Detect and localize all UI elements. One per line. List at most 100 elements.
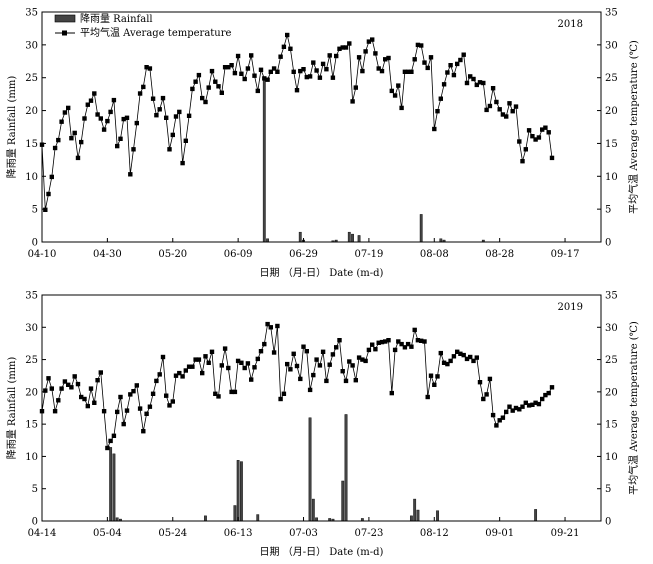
rainfall-bar bbox=[534, 509, 538, 522]
y-tick-label-right: 5 bbox=[605, 484, 611, 495]
temperature-point bbox=[82, 116, 87, 121]
legend-rainfall-swatch bbox=[54, 14, 76, 23]
temperature-point bbox=[307, 387, 313, 393]
temperature-point bbox=[294, 88, 300, 93]
temperature-point bbox=[438, 96, 443, 101]
temperature-point bbox=[95, 378, 100, 383]
temperature-point bbox=[468, 74, 473, 79]
temperature-point bbox=[311, 372, 316, 378]
temperature-point bbox=[141, 84, 146, 90]
temperature-point bbox=[464, 80, 470, 86]
temperature-point bbox=[147, 66, 153, 71]
temperature-point bbox=[164, 393, 169, 398]
temperature-point bbox=[98, 116, 103, 121]
temperature-point bbox=[435, 109, 440, 114]
temperature-point bbox=[441, 360, 447, 365]
temperature-point bbox=[101, 127, 107, 132]
temperature-point bbox=[405, 69, 411, 74]
temperature-line bbox=[41, 323, 553, 450]
temperature-point bbox=[150, 96, 156, 101]
temperature-point bbox=[337, 338, 342, 343]
temperature-point bbox=[229, 389, 234, 395]
y-tick-label-right: 0 bbox=[605, 238, 611, 249]
temperature-point bbox=[43, 207, 48, 212]
plot-frame bbox=[41, 11, 602, 243]
temperature-point bbox=[477, 380, 483, 385]
temperature-point bbox=[56, 398, 61, 403]
temperature-point bbox=[288, 367, 293, 372]
temperature-point bbox=[451, 354, 457, 359]
y-axis-title-left: 降雨量 Rainfall (mm) bbox=[5, 357, 18, 460]
temperature-point bbox=[121, 421, 126, 427]
temperature-point bbox=[177, 370, 182, 376]
temperature-point bbox=[193, 357, 198, 362]
temperature-point bbox=[412, 57, 417, 62]
temperature-point bbox=[343, 378, 349, 384]
temperature-point bbox=[392, 347, 398, 353]
temperature-point bbox=[366, 39, 372, 44]
temperature-point bbox=[422, 60, 427, 65]
y-tick-label-left: 5 bbox=[32, 484, 38, 495]
rainfall-bar bbox=[347, 231, 351, 243]
temperature-point bbox=[291, 351, 296, 356]
temperature-point bbox=[474, 82, 479, 88]
x-tick-label: 09-17 bbox=[551, 249, 580, 260]
temperature-point bbox=[137, 91, 143, 96]
x-tick-label: 06-13 bbox=[224, 528, 253, 539]
temperature-point bbox=[134, 120, 139, 126]
temperature-point bbox=[271, 66, 277, 71]
x-tick-label: 07-23 bbox=[354, 528, 383, 539]
temperature-point bbox=[167, 147, 172, 152]
temperature-point bbox=[304, 74, 309, 80]
temperature-point bbox=[510, 109, 515, 114]
temperature-point bbox=[458, 351, 463, 356]
temperature-point bbox=[474, 355, 479, 360]
temperature-point bbox=[121, 116, 126, 122]
temperature-point bbox=[124, 408, 130, 413]
temperature-point bbox=[523, 400, 528, 405]
temperature-point bbox=[448, 63, 453, 68]
temperature-point bbox=[540, 127, 545, 132]
temperature-point bbox=[252, 73, 257, 78]
chart-panel-2019: 0 0 5 5 10 10 15 15 20 20 25 25 30 30 35 35 04-14 05-04 05… bbox=[5, 291, 640, 559]
rainfall-bar bbox=[109, 447, 113, 522]
temperature-point bbox=[356, 55, 362, 60]
temperature-point bbox=[490, 86, 496, 91]
temperature-point bbox=[154, 113, 159, 118]
y-tick-label-left: 20 bbox=[25, 387, 38, 398]
y-tick-label-left: 25 bbox=[25, 355, 38, 366]
temperature-point bbox=[471, 358, 476, 364]
temperature-point bbox=[52, 145, 58, 151]
temperature-point bbox=[455, 349, 460, 354]
legend: 降雨量 Rainfall 平均气温 Average temperature bbox=[54, 12, 232, 39]
rainfall-bar bbox=[204, 515, 207, 522]
rainfall-bar bbox=[344, 414, 348, 522]
temperature-point bbox=[72, 130, 77, 136]
temperature-point bbox=[72, 374, 77, 379]
temperature-point bbox=[258, 349, 264, 354]
rainfall-bars-2019 bbox=[109, 414, 538, 522]
y-tick-label-right: 5 bbox=[605, 205, 611, 216]
temperature-point bbox=[239, 360, 244, 365]
rainfall-bar bbox=[262, 77, 266, 243]
temperature-point bbox=[320, 61, 326, 67]
legend-temperature-label: 平均气温 Average temperature bbox=[80, 26, 232, 39]
temperature-point bbox=[435, 374, 440, 379]
temperature-point bbox=[268, 69, 273, 74]
temperature-point bbox=[311, 60, 316, 65]
temperature-point bbox=[66, 382, 71, 387]
temperature-point bbox=[285, 361, 290, 367]
temperature-point bbox=[445, 361, 450, 367]
temperature-point bbox=[170, 399, 175, 404]
temperature-point bbox=[481, 396, 486, 402]
x-tick-label: 05-24 bbox=[158, 528, 187, 539]
rainfall-bar bbox=[413, 498, 417, 522]
temperature-point bbox=[334, 53, 339, 59]
rainfall-bar bbox=[112, 453, 116, 522]
temperature-point bbox=[186, 364, 192, 369]
temperature-point bbox=[543, 392, 548, 398]
temperature-point bbox=[79, 394, 84, 400]
temperature-point bbox=[141, 429, 146, 434]
temperature-point bbox=[167, 403, 172, 408]
y-axis-title-right: 平均气温 Average temperature (℃) bbox=[627, 40, 640, 214]
